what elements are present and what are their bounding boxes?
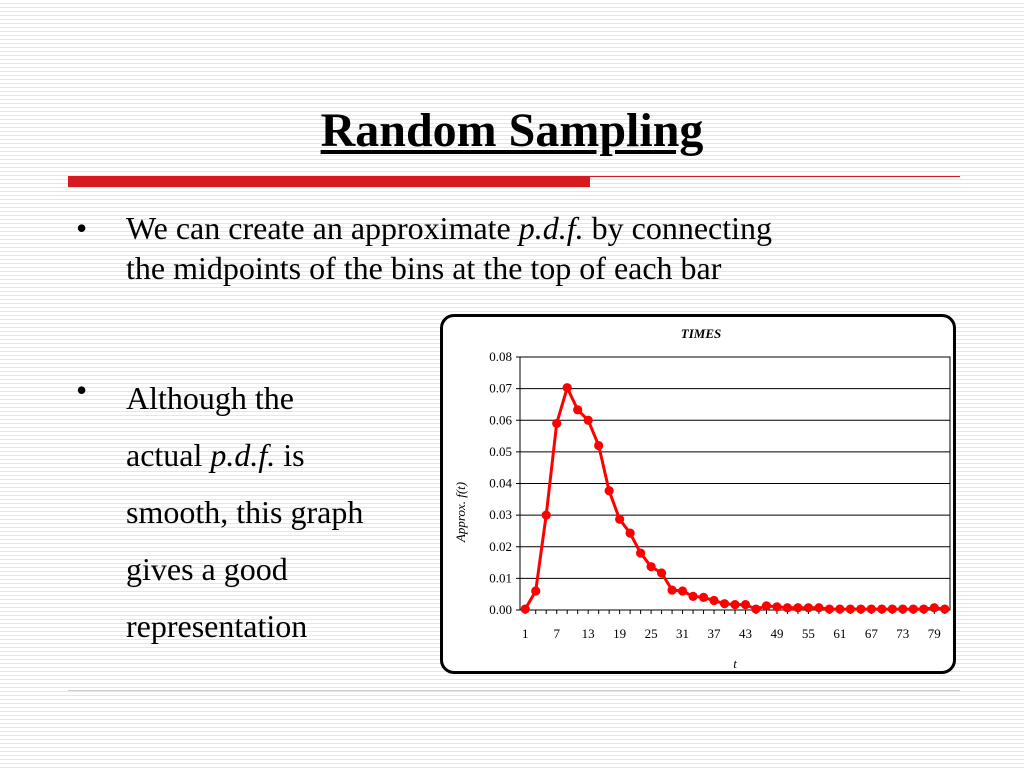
y-tick-label: 0.03 xyxy=(489,507,512,522)
data-point xyxy=(803,603,814,613)
data-point xyxy=(604,486,614,496)
text-run: We can create an approximate xyxy=(126,210,519,246)
y-tick-label: 0.05 xyxy=(489,444,512,459)
data-point xyxy=(583,415,593,425)
bullet-symbol: • xyxy=(76,372,88,408)
y-tick-label: 0.06 xyxy=(489,412,512,427)
data-point xyxy=(594,440,604,451)
data-point xyxy=(688,591,698,602)
x-tick-label: 61 xyxy=(833,626,846,641)
y-tick-label: 0.04 xyxy=(489,476,512,491)
x-tick-label: 49 xyxy=(770,626,783,641)
x-tick-label: 67 xyxy=(865,626,879,641)
data-point xyxy=(751,604,761,614)
data-point xyxy=(709,595,719,606)
bullet-symbol: • xyxy=(76,210,88,246)
data-point xyxy=(667,585,677,595)
x-tick-label: 55 xyxy=(802,626,815,641)
data-point xyxy=(814,603,824,613)
data-point xyxy=(562,383,572,393)
x-tick-label: 7 xyxy=(553,626,560,641)
bullet-line: Although the xyxy=(126,380,294,416)
data-point xyxy=(719,599,730,609)
data-point xyxy=(772,602,782,612)
data-point xyxy=(615,514,625,524)
data-point xyxy=(919,604,929,614)
data-point xyxy=(698,592,709,602)
x-tick-label: 25 xyxy=(645,626,658,641)
data-point xyxy=(908,604,918,614)
data-point xyxy=(845,604,855,614)
x-tick-label: 37 xyxy=(708,626,722,641)
text-run: is xyxy=(275,437,305,473)
y-tick-label: 0.07 xyxy=(489,381,512,396)
data-point xyxy=(646,562,656,572)
y-tick-label: 0.02 xyxy=(489,539,512,554)
data-point xyxy=(730,600,740,610)
data-points xyxy=(520,383,950,614)
title-accent-line xyxy=(590,176,960,177)
pdf-line-chart: 0.00 0.01 0.02 0.03 0.04 0.05 0.06 0.07 0.08 1 7 13… xyxy=(453,326,951,671)
text-run: by connecting xyxy=(583,210,773,246)
chart-axis-ticks: 0.00 0.01 0.02 0.03 0.04 0.05 0.06 0.07 0.08 1 7 13… xyxy=(489,349,946,641)
data-point xyxy=(877,604,887,614)
data-point xyxy=(929,603,939,613)
data-point xyxy=(656,568,667,578)
data-point xyxy=(761,601,772,611)
data-point xyxy=(541,510,551,520)
data-point xyxy=(866,604,876,614)
bullet-item: • We can create an approximate p.d.f. by… xyxy=(76,208,946,288)
data-point xyxy=(625,528,635,538)
bullet-line: the midpoints of the bins at the top of … xyxy=(126,250,722,286)
data-point xyxy=(793,603,803,613)
x-tick-label: 79 xyxy=(928,626,941,641)
data-point xyxy=(552,418,562,429)
data-point xyxy=(740,600,751,610)
x-axis-label: t xyxy=(733,656,737,671)
data-point xyxy=(856,604,866,614)
emphasis-text: p.d.f. xyxy=(518,210,584,246)
bullet-line: actual p.d.f. is xyxy=(126,427,436,484)
slide-title: Random Sampling xyxy=(320,104,704,157)
chart-gridlines xyxy=(520,356,950,611)
data-point xyxy=(887,604,897,614)
bullet-text: We can create an approximate p.d.f. by c… xyxy=(126,208,946,288)
data-point xyxy=(677,586,688,596)
data-point xyxy=(824,604,834,614)
x-tick-label: 13 xyxy=(582,626,595,641)
x-tick-label: 43 xyxy=(739,626,752,641)
bullet-text: Although the actual p.d.f. is smooth, th… xyxy=(126,370,436,655)
title-accent-bar xyxy=(68,176,590,187)
chart-frame: 0.00 0.01 0.02 0.03 0.04 0.05 0.06 0.07 0.08 1 7 13… xyxy=(440,314,956,674)
data-point xyxy=(531,586,541,596)
bullet-line: We can create an approximate p.d.f. by c… xyxy=(126,208,946,248)
x-tick-label: 1 xyxy=(522,626,529,641)
data-point xyxy=(835,604,845,614)
bullet-line: gives a good xyxy=(126,551,288,587)
y-tick-label: 0.00 xyxy=(489,602,512,617)
x-tick-label: 19 xyxy=(613,626,626,641)
data-point xyxy=(940,604,950,614)
footer-divider xyxy=(68,690,960,691)
y-tick-label: 0.08 xyxy=(489,349,512,364)
y-tick-label: 0.01 xyxy=(489,570,512,585)
text-run: actual xyxy=(126,437,211,473)
data-point xyxy=(636,548,646,558)
bullet-line: representation xyxy=(126,608,308,644)
x-tick-label: 31 xyxy=(676,626,689,641)
data-point xyxy=(898,604,908,614)
data-point xyxy=(520,604,530,614)
data-point xyxy=(782,603,793,613)
x-tick-label: 73 xyxy=(896,626,909,641)
y-axis-label: Approx. f(t) xyxy=(453,482,468,543)
emphasis-text: p.d.f. xyxy=(210,437,276,473)
bullet-line: smooth, this graph xyxy=(126,494,364,530)
data-point xyxy=(573,405,583,415)
bullet-item: • Although the actual p.d.f. is smooth, … xyxy=(76,370,436,655)
chart-title: TIMES xyxy=(681,326,721,341)
